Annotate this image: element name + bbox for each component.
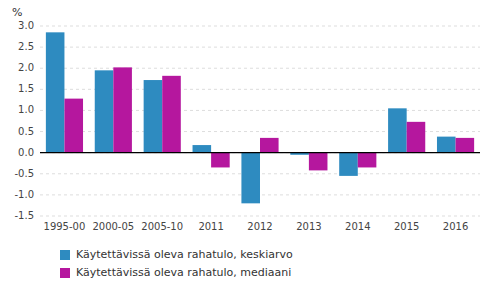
bar (260, 138, 279, 153)
y-tick-label: 1.0 (18, 104, 34, 115)
y-tick-label: -1.0 (14, 189, 34, 200)
y-tick-label: -1.5 (14, 210, 34, 221)
bar (95, 70, 114, 152)
bar (241, 153, 260, 204)
legend-label: Käytettävissä oleva rahatulo, keskiarvo (76, 248, 293, 261)
x-tick-label: 2014 (345, 221, 370, 232)
bar (358, 153, 377, 168)
bar (46, 32, 65, 152)
bar (339, 153, 358, 176)
x-tick-label: 2005-10 (141, 221, 183, 232)
legend-swatch (60, 250, 70, 260)
bar (388, 108, 407, 152)
y-tick-label: -0.5 (14, 168, 34, 179)
y-tick-label: 0.5 (18, 126, 34, 137)
bar (309, 153, 328, 171)
x-tick-label: 1995-00 (44, 221, 86, 232)
x-tick-label: 2013 (296, 221, 321, 232)
grid-line (40, 216, 480, 217)
grid-line (40, 26, 480, 27)
chart: -1.5 -1.0 -0.5 0.0 0.5 1.0 1.5 2.0 2.5 3.0% 1995-0… (0, 0, 492, 302)
zero-line (40, 152, 480, 153)
bar (64, 99, 83, 153)
x-tick-label: 2000-05 (92, 221, 134, 232)
legend-swatch (60, 268, 70, 278)
bar (456, 138, 475, 153)
y-tick-label: 3.0 (18, 20, 34, 31)
bar (437, 137, 456, 153)
x-tick-label: 2015 (394, 221, 419, 232)
y-tick-label: 0.0 (18, 147, 34, 158)
y-tick-label: 1.5 (18, 83, 34, 94)
x-tick-label: 2016 (443, 221, 468, 232)
grid-line (40, 47, 480, 48)
y-tick-label: 2.5 (18, 41, 34, 52)
bar (407, 122, 426, 153)
grid (40, 26, 480, 216)
bar (193, 145, 212, 153)
y-tick-label: 2.0 (18, 62, 34, 73)
x-tick-label: 2012 (247, 221, 272, 232)
legend: Käytettävissä oleva rahatulo, keskiarvo K… (60, 248, 293, 279)
bar (211, 153, 230, 168)
y-axis-label: % (12, 6, 22, 19)
grid-line (40, 68, 480, 69)
bars (46, 32, 474, 203)
bar (144, 80, 163, 153)
legend-label: Käytettävissä oleva rahatulo, mediaani (76, 266, 291, 279)
bar (113, 67, 132, 152)
bar (162, 76, 181, 153)
x-tick-label: 2011 (198, 221, 223, 232)
grid-line (40, 152, 480, 153)
